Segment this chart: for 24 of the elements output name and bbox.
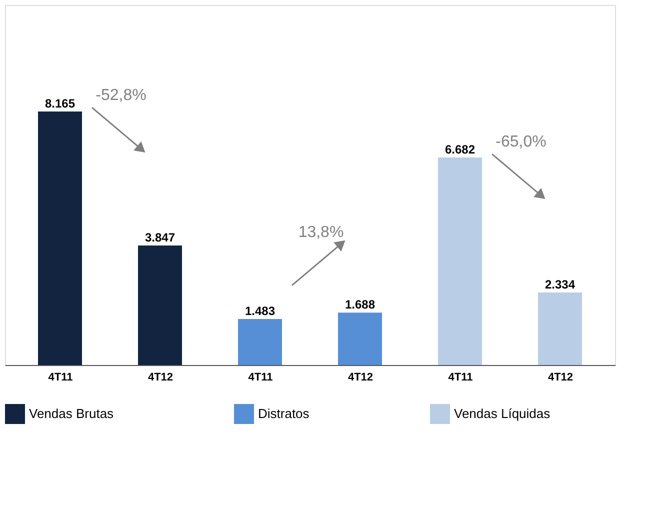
bar [238, 318, 282, 365]
data-label: 1.688 [344, 298, 376, 312]
data-label: 8.165 [44, 96, 76, 110]
text: -52,8% [96, 86, 146, 104]
legend-label: Vendas Líquidas [454, 406, 551, 421]
x-tick-label: 4T12 [348, 372, 374, 384]
bar [338, 312, 382, 365]
bar [38, 111, 82, 365]
data-label: 6.682 [444, 142, 476, 157]
bar [138, 246, 182, 365]
legend-label: Distratos [258, 406, 310, 421]
x-tick-label: 4T11 [48, 372, 73, 384]
x-tick-label: 4T12 [148, 372, 174, 384]
annotation: 13,8% [298, 224, 344, 242]
legend-label: Vendas Brutas [29, 406, 114, 421]
bar [538, 292, 582, 365]
bar [438, 158, 482, 365]
x-tick-label: 4T12 [548, 372, 574, 384]
data-label: 2.334 [544, 278, 576, 292]
annotation: -65,0% [496, 133, 546, 150]
x-tick-label: 4T11 [248, 372, 273, 384]
x-tick-label: 4T11 [448, 372, 473, 384]
data-label: 1.483 [244, 304, 276, 318]
data-label: 3.847 [144, 230, 176, 245]
